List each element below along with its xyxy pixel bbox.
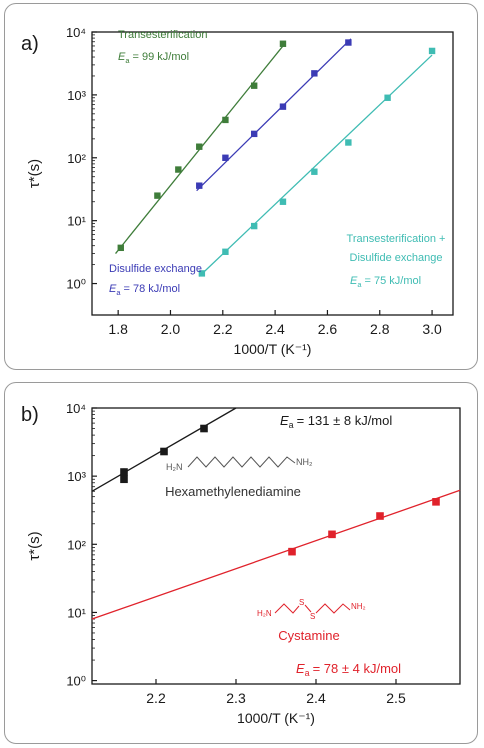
data-point (384, 94, 391, 101)
panel-b: b) 2.2 2.3 2.4 2.5 10⁰ 10¹ 10² 10³ 10⁴ 1000/T (K⁻¹… (4, 382, 478, 744)
energy-label-hexamethylenediamine: Ea = 131 ± 8 kJ/mol (280, 413, 392, 430)
series-label-combined: Transesterification + (347, 233, 446, 245)
series-label-combined: Disulfide exchange (350, 252, 443, 264)
data-point (279, 103, 287, 110)
y-axis-label: τ*(s) (26, 531, 43, 560)
energy-label-cystamine: Ea = 78 ± 4 kJ/mol (296, 661, 401, 678)
x-tick-label: 2.4 (306, 690, 326, 706)
panel-label: b) (21, 404, 39, 426)
y-tick-label: 10³ (67, 88, 86, 103)
cystamine-right-group: NH₂ (351, 602, 366, 611)
panel-a: a) 1.8 2.0 2.2 2.4 2.6 2.8 3.0 10⁰ 10¹ 10² 10³ 10⁴ 10… (4, 3, 478, 370)
data-point (311, 70, 318, 77)
data-point (160, 447, 168, 456)
data-point (154, 192, 161, 199)
data-point (200, 424, 208, 433)
data-point (120, 468, 128, 476)
y-tick-label: 10¹ (67, 214, 86, 229)
data-point (120, 475, 128, 484)
data-point (196, 143, 203, 150)
data-point (345, 139, 352, 146)
hmda-chain (187, 456, 296, 468)
data-point (328, 530, 336, 539)
name-hexamethylenediamine: Hexamethylenediamine (165, 484, 301, 499)
x-tick-label: 1.8 (108, 321, 128, 337)
y-tick-label: 10² (67, 151, 86, 166)
data-point (311, 168, 318, 175)
y-axis-label: τ*(s) (26, 159, 43, 188)
x-tick-label: 2.2 (146, 690, 166, 706)
cystamine-left-group: H₂N (257, 609, 272, 618)
x-axis-label: 1000/T (K⁻¹) (234, 341, 312, 357)
data-point (279, 40, 287, 47)
x-tick-label: 2.0 (161, 321, 181, 337)
x-tick-label: 2.5 (386, 690, 406, 706)
y-tick-label: 10⁰ (66, 277, 86, 292)
x-tick-label: 2.3 (226, 690, 246, 706)
chart-b: b) 2.2 2.3 2.4 2.5 10⁰ 10¹ 10² 10³ 10⁴ 1000/T (K⁻¹… (21, 401, 461, 726)
fit-line-1 (91, 489, 461, 620)
x-axis-label: 1000/T (K⁻¹) (237, 710, 315, 726)
plot-frame (91, 407, 461, 685)
data-point (428, 47, 436, 55)
cystamine-sulfur-1: S (299, 598, 304, 607)
name-cystamine: Cystamine (278, 628, 339, 643)
series-label-disulfide: Disulfide exchange (109, 263, 202, 275)
y-tick-label: 10³ (67, 469, 86, 484)
fit-line-2 (198, 54, 433, 277)
cystamine-chain-right (315, 603, 351, 614)
chart-a: a) 1.8 2.0 2.2 2.4 2.6 2.8 3.0 10⁰ 10¹ 10² 10³ 10⁴ 10… (21, 25, 454, 357)
data-point (117, 244, 124, 252)
data-point (222, 116, 229, 124)
cystamine-chain-left (274, 603, 300, 614)
data-point (250, 130, 258, 138)
data-point (345, 39, 352, 46)
x-tick-label: 2.8 (370, 321, 390, 337)
data-point (250, 222, 258, 230)
data-point (376, 512, 384, 520)
y-tick-label: 10⁰ (66, 674, 86, 689)
fit-line-1 (196, 38, 352, 192)
hmda-left-group: H₂N (166, 462, 183, 472)
data-point (222, 248, 229, 255)
y-tick-label: 10⁴ (66, 25, 86, 40)
energy-label-disulfide: Ea = 78 kJ/mol (109, 283, 180, 297)
x-tick-label: 2.4 (265, 321, 285, 337)
energy-label-transesterification: Ea = 99 kJ/mol (118, 51, 189, 65)
data-point (175, 166, 182, 173)
energy-label-combined: Ea = 75 kJ/mol (350, 275, 421, 289)
y-tick-label: 10² (67, 537, 86, 552)
data-point (198, 270, 206, 277)
hmda-right-group: NH₂ (296, 457, 313, 467)
panel-label: a) (21, 33, 39, 55)
y-tick-label: 10¹ (67, 605, 86, 620)
x-tick-label: 2.6 (318, 321, 338, 337)
series-label-transesterification: Transesterification (118, 29, 207, 41)
cystamine-sulfur-2: S (310, 612, 315, 621)
x-tick-label: 2.2 (213, 321, 233, 337)
data-point (222, 154, 229, 161)
cystamine-ss-bond (304, 604, 312, 613)
data-point (432, 498, 440, 506)
data-point (250, 82, 258, 89)
plot-frame (91, 31, 454, 316)
data-point (279, 198, 287, 205)
y-tick-label: 10⁴ (66, 401, 86, 416)
data-point (288, 547, 296, 556)
x-tick-label: 3.0 (422, 321, 442, 337)
data-point (196, 182, 203, 189)
